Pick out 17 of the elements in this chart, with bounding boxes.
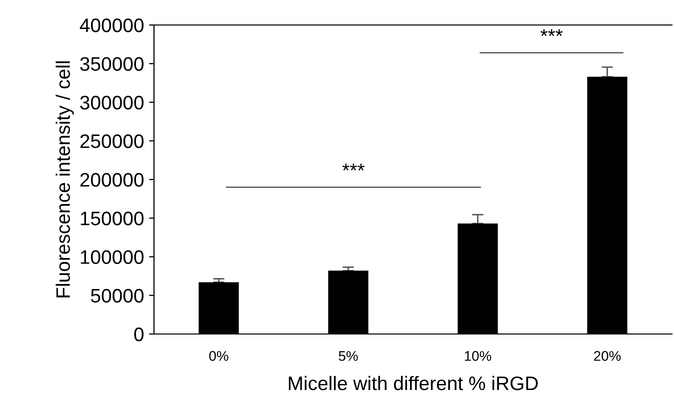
annotation: *** (342, 164, 364, 170)
y-tick-label: 150000 (80, 212, 144, 226)
annotation: *** (540, 29, 563, 36)
y-tick-label: 300000 (80, 96, 144, 110)
y-axis-title: Fluorescence intensity / cell (56, 61, 74, 298)
x-tick-label: 10% (464, 351, 492, 361)
x-axis-title: Micelle with different % iRGD (288, 376, 538, 390)
y-tick-label: 50000 (90, 288, 144, 303)
y-tick-label: 350000 (80, 57, 144, 71)
y-tick-label: 250000 (80, 134, 144, 148)
y-tick-label: 400000 (80, 18, 144, 32)
y-tick-label: 100000 (80, 250, 144, 264)
x-tick-label: 20% (594, 351, 621, 361)
y-tick-label: 0 (134, 327, 144, 342)
x-tick-label: 0% (209, 351, 228, 361)
y-tick-label: 200000 (80, 172, 144, 187)
x-tick-label: 5% (338, 351, 358, 361)
